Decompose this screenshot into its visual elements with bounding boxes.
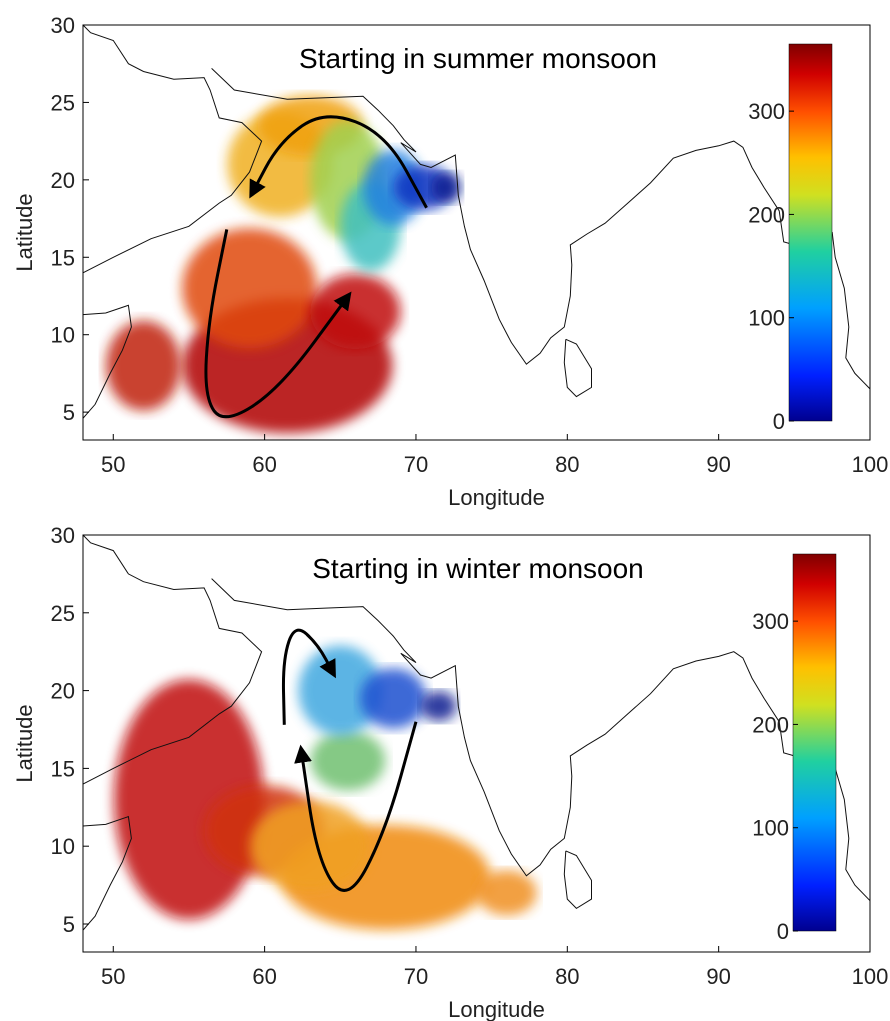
coastline bbox=[83, 25, 870, 419]
plot-area bbox=[83, 535, 870, 931]
x-tick-label: 80 bbox=[555, 964, 579, 989]
y-tick-label: 10 bbox=[51, 323, 75, 348]
x-tick-label: 100 bbox=[852, 452, 889, 477]
circulation-arrow bbox=[281, 628, 336, 725]
y-tick-label: 15 bbox=[51, 245, 75, 270]
map-panel: 50 60 70 80 90 100 5 10 15 20 25 30 Longitude Latitud… bbox=[12, 523, 888, 1021]
x-axis-label: Longitude bbox=[448, 485, 545, 510]
circulation-arrow bbox=[249, 115, 428, 209]
colorbar-tick-label: 100 bbox=[748, 306, 785, 331]
x-tick-label: 100 bbox=[852, 964, 889, 989]
y-tick-label: 25 bbox=[51, 90, 75, 115]
coastline bbox=[83, 535, 870, 931]
panel-annotation: Starting in summer monsoon bbox=[299, 43, 657, 74]
x-tick-label: 80 bbox=[555, 452, 579, 477]
tracer-density bbox=[181, 228, 317, 349]
y-tick-label: 30 bbox=[51, 523, 75, 548]
x-tick-label: 90 bbox=[706, 964, 730, 989]
x-tick-label: 60 bbox=[252, 964, 276, 989]
circulation-arrow bbox=[204, 229, 352, 419]
tracer-density bbox=[310, 273, 401, 349]
tracer-density bbox=[360, 668, 427, 729]
x-tick-label: 50 bbox=[101, 964, 125, 989]
circulation-arrow bbox=[294, 721, 418, 892]
colorbar-tick-label: 200 bbox=[752, 712, 789, 737]
y-axis-label: Latitude bbox=[12, 193, 37, 271]
colorbar-tick-label: 100 bbox=[752, 816, 789, 841]
tracer-density bbox=[431, 172, 462, 203]
plot-frame bbox=[82, 24, 871, 441]
colorbar bbox=[788, 43, 833, 422]
plot-area bbox=[83, 25, 870, 434]
y-tick-label: 25 bbox=[51, 601, 75, 626]
plot-frame bbox=[82, 534, 871, 953]
colorbar bbox=[792, 553, 837, 932]
tracer-density bbox=[420, 691, 457, 722]
map-panel: 50 60 70 80 90 100 5 10 15 20 25 30 Longitude Latitud… bbox=[12, 13, 888, 510]
y-tick-label: 5 bbox=[63, 912, 75, 937]
tracer-density bbox=[106, 320, 182, 411]
tracer-density bbox=[310, 730, 386, 791]
x-tick-label: 70 bbox=[404, 452, 428, 477]
y-axis-label: Latitude bbox=[12, 704, 37, 782]
tracer-density bbox=[476, 870, 537, 916]
x-tick-label: 50 bbox=[101, 452, 125, 477]
colorbar-tick-label: 0 bbox=[777, 919, 789, 944]
y-tick-label: 30 bbox=[51, 13, 75, 38]
panel-annotation: Starting in winter monsoon bbox=[312, 553, 644, 584]
x-tick-label: 90 bbox=[706, 452, 730, 477]
tracer-density bbox=[250, 801, 371, 892]
colorbar-tick-label: 300 bbox=[748, 99, 785, 124]
colorbar-tick-label: 0 bbox=[773, 409, 785, 434]
y-tick-label: 20 bbox=[51, 168, 75, 193]
y-tick-label: 20 bbox=[51, 679, 75, 704]
x-tick-label: 60 bbox=[252, 452, 276, 477]
x-axis-label: Longitude bbox=[448, 997, 545, 1021]
tracer-density bbox=[298, 645, 383, 736]
y-tick-label: 10 bbox=[51, 834, 75, 859]
colorbar-tick-label: 200 bbox=[748, 202, 785, 227]
x-tick-label: 70 bbox=[404, 964, 428, 989]
y-tick-label: 15 bbox=[51, 756, 75, 781]
y-tick-label: 5 bbox=[63, 400, 75, 425]
colorbar-tick-label: 300 bbox=[752, 609, 789, 634]
